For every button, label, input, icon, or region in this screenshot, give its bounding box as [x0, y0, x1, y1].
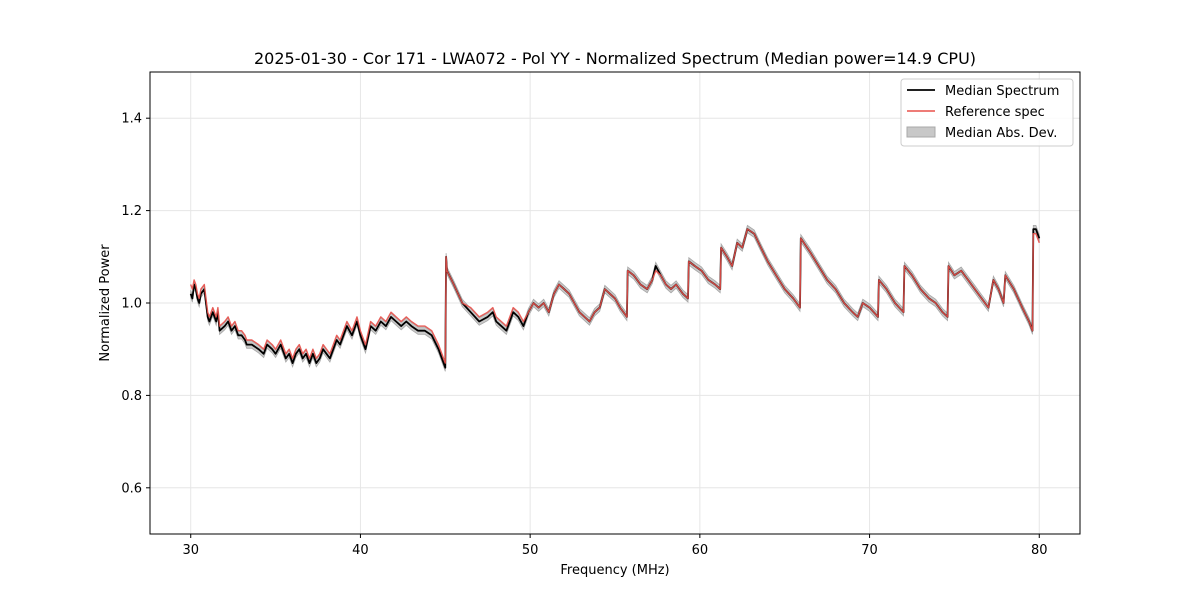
x-tick-label: 40	[352, 543, 369, 558]
series-layer	[189, 228, 1041, 369]
legend-mad-label: Median Abs. Dev.	[945, 126, 1057, 141]
y-tick-label: 1.4	[121, 112, 142, 127]
legend: Median Spectrum Reference spec Median Ab…	[900, 78, 1074, 147]
x-tick-label: 50	[522, 543, 539, 558]
legend-reference-label: Reference spec	[945, 105, 1045, 120]
y-tick-label: 1.2	[121, 204, 142, 219]
y-tick-label: 0.8	[121, 389, 142, 404]
x-tick-label: 80	[1031, 543, 1048, 558]
y-tick-label: 0.6	[121, 481, 142, 496]
reference-spectrum-line	[190, 228, 1040, 364]
legend-box	[900, 78, 1074, 147]
legend-median-label: Median Spectrum	[945, 84, 1059, 99]
y-tick-label: 1.0	[121, 297, 142, 312]
chart-title: 2025-01-30 - Cor 171 - LWA072 - Pol YY -…	[254, 49, 976, 68]
x-axis-ticks: 30 40 50 60 70 80	[182, 534, 1048, 558]
x-tick-label: 70	[861, 543, 878, 558]
x-axis-label: Frequency (MHz)	[560, 563, 669, 578]
x-tick-label: 60	[692, 543, 709, 558]
y-axis-label: Normalized Power	[98, 244, 113, 362]
x-tick-label: 30	[182, 543, 199, 558]
y-axis-ticks: 0.6 0.8 1.0 1.2 1.4	[121, 112, 150, 496]
legend-mad-swatch	[906, 126, 936, 138]
